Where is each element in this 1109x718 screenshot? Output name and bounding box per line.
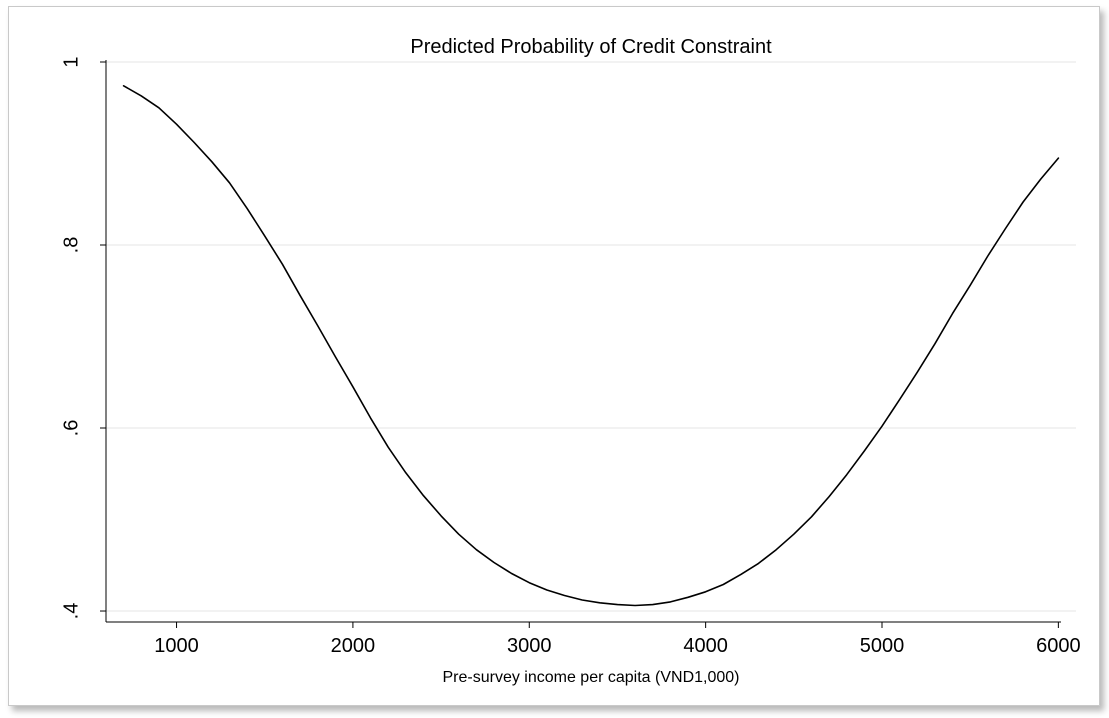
- x-tick-label-4: 5000: [860, 635, 905, 657]
- x-tick-label-0: 1000: [154, 635, 199, 657]
- x-tick-label-3: 4000: [683, 635, 728, 657]
- x-tick-label-5: 6000: [1036, 635, 1081, 657]
- gridlines: [106, 61, 1076, 612]
- series-line-0: [122, 85, 1060, 607]
- chart-frame: [8, 6, 1100, 706]
- x-tick-label-2: 3000: [507, 635, 552, 657]
- axes: [105, 60, 1061, 623]
- x-axis-label: Pre-survey income per capita (VND1,000): [442, 669, 739, 686]
- y-tick-label-0: .4: [60, 603, 82, 620]
- x-tick-label-1: 2000: [331, 635, 376, 657]
- series-layer: [122, 85, 1060, 607]
- chart-title: Predicted Probability of Credit Constrai…: [410, 36, 772, 58]
- y-tick-label-2: .8: [60, 237, 82, 254]
- y-tick-label-3: 1: [60, 56, 82, 67]
- ticks: 1000 2000 3000 4000 5000 6000 .4 .6 .8 1: [60, 56, 1080, 657]
- y-tick-label-1: .6: [60, 420, 82, 437]
